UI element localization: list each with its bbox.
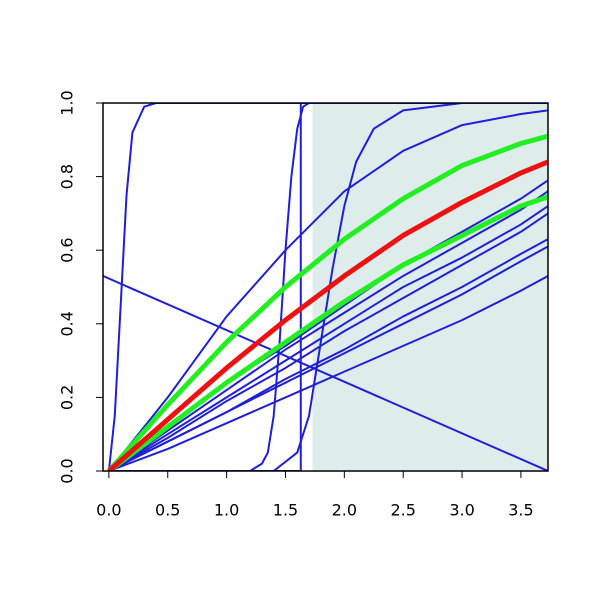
series-line	[108, 245, 548, 471]
series-line	[108, 103, 548, 471]
plot-area	[103, 103, 548, 471]
x-tick-label: 1.5	[273, 501, 298, 520]
series-line	[108, 103, 548, 471]
shaded-region	[312, 103, 548, 471]
x-tick-label: 0.5	[155, 501, 180, 520]
series-line	[108, 103, 548, 471]
y-tick-label: 1.0	[58, 90, 77, 115]
series-line	[108, 109, 548, 471]
y-tick-label: 0.4	[58, 311, 77, 336]
y-tick-label: 0.2	[58, 385, 77, 410]
series-line	[107, 194, 548, 471]
x-tick-label: 3.5	[508, 501, 533, 520]
x-tick-label: 2.0	[332, 501, 357, 520]
series-line	[108, 275, 548, 471]
y-tick-label: 0.8	[58, 164, 77, 189]
series-line	[103, 275, 548, 471]
x-tick-label: 3.0	[449, 501, 474, 520]
series-line	[107, 133, 548, 471]
x-tick-label: 0.0	[96, 501, 121, 520]
series-line	[108, 190, 548, 471]
series-line	[107, 159, 548, 471]
y-tick-label: 0.6	[58, 237, 77, 262]
x-tick-label: 2.5	[390, 501, 415, 520]
plot-frame	[102, 102, 549, 472]
x-tick-label: 1.0	[214, 501, 239, 520]
series-line	[108, 212, 548, 471]
y-tick-label: 0.0	[58, 458, 77, 483]
series-line	[108, 205, 548, 471]
